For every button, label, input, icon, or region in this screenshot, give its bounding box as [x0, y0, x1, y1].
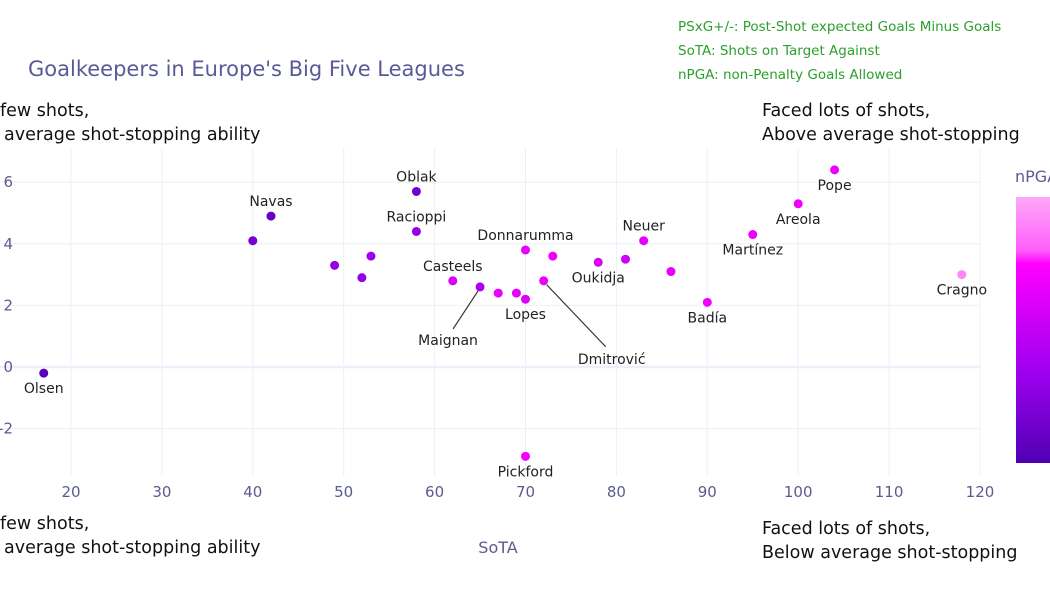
y-tick-label: 6: [3, 173, 13, 191]
data-point: [793, 199, 803, 209]
quadrant-bottom-left-line1: few shots,: [0, 514, 89, 534]
definition-psxg: PSxG+/-: Post-Shot expected Goals Minus …: [678, 19, 1001, 35]
data-point: [620, 254, 630, 264]
data-point: [521, 294, 530, 304]
data-point: [475, 282, 485, 292]
colorbar: [1016, 197, 1050, 463]
data-point: [357, 273, 367, 283]
point-label: Oblak: [396, 169, 437, 185]
point-label: Badía: [688, 310, 728, 326]
point-label: Racioppi: [387, 209, 447, 225]
data-point: [266, 211, 276, 221]
x-tick-label: 50: [334, 483, 353, 501]
data-point: [366, 251, 376, 261]
data-point: [748, 230, 758, 240]
quadrant-bottom-left-line2: average shot-stopping ability: [4, 538, 260, 558]
data-point: [411, 226, 421, 236]
annotation-arrow: [452, 290, 479, 330]
y-tick-label: 2: [3, 296, 13, 314]
points: Olsen Navas Oblak Racioppi Casteels Maignan Lo…: [24, 165, 987, 480]
point-label: Navas: [249, 194, 292, 210]
data-point: [830, 165, 840, 175]
colorbar-title: nPGA: [1015, 167, 1050, 186]
annotation-arrow: [546, 284, 607, 348]
point-label: Oukidja: [572, 270, 625, 286]
point-label: Olsen: [24, 381, 64, 397]
data-point: [493, 288, 503, 298]
x-tick-label: 70: [516, 483, 535, 501]
point-label: Lopes: [505, 307, 546, 323]
quadrant-top-right-line2: Above average shot-stopping: [762, 125, 1020, 145]
data-point: [521, 451, 530, 461]
point-label: Pope: [818, 178, 852, 194]
gridlines: [0, 148, 981, 476]
x-tick-label: 40: [243, 483, 262, 501]
x-tick-label: 20: [61, 483, 80, 501]
x-tick-label: 60: [425, 483, 444, 501]
point-label: Neuer: [623, 219, 666, 235]
y-tick-label: -2: [0, 420, 13, 438]
x-tick-label: 110: [875, 483, 904, 501]
point-label: Donnarumma: [477, 228, 573, 244]
y-tick-label: 0: [3, 358, 13, 376]
data-point: [548, 251, 558, 261]
data-point: [330, 260, 340, 270]
quadrant-top-left-line2: average shot-stopping ability: [4, 125, 260, 145]
x-tick-label: 80: [607, 483, 626, 501]
y-tick-label: 4: [3, 235, 13, 253]
data-point: [511, 288, 521, 298]
data-point: [666, 267, 676, 277]
point-label: Pickford: [498, 464, 554, 480]
quadrant-top-right-line1: Faced lots of shots,: [762, 101, 930, 121]
x-tick-label: 90: [698, 483, 717, 501]
data-point: [593, 257, 603, 267]
data-point: [39, 368, 49, 378]
data-point: [521, 245, 530, 255]
definition-npga: nPGA: non-Penalty Goals Allowed: [678, 67, 902, 83]
x-tick-label: 100: [784, 483, 813, 501]
data-point: [411, 186, 421, 196]
quadrant-top-left-line1: few shots,: [0, 101, 89, 121]
data-point: [957, 270, 967, 280]
data-point: [702, 297, 712, 307]
point-label: Dmitrović: [578, 352, 646, 368]
data-point: [539, 276, 549, 286]
data-point: [639, 236, 649, 246]
data-point: [448, 276, 458, 286]
point-label: Casteels: [423, 259, 483, 275]
x-tick-label: 30: [152, 483, 171, 501]
x-axis-title: SoTA: [478, 538, 517, 557]
quadrant-bottom-right-line1: Faced lots of shots,: [762, 519, 930, 539]
x-tick-label: 120: [966, 483, 995, 501]
quadrant-bottom-right-line2: Below average shot-stopping: [762, 543, 1017, 563]
point-label: Cragno: [937, 283, 987, 299]
point-label: Areola: [776, 212, 821, 228]
point-label: Maignan: [418, 333, 478, 349]
chart-title: Goalkeepers in Europe's Big Five Leagues: [28, 57, 465, 81]
data-point: [248, 236, 258, 246]
definition-sota: SoTA: Shots on Target Against: [678, 43, 880, 59]
point-label: Martínez: [722, 243, 783, 259]
